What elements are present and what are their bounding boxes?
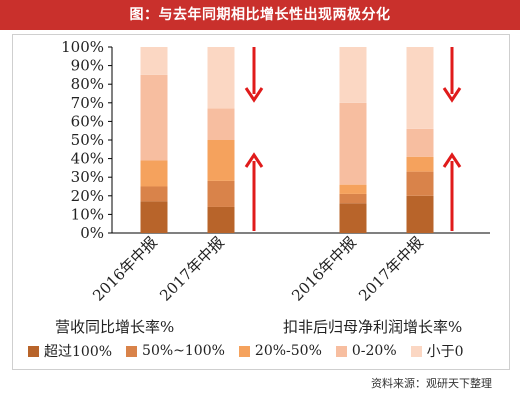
y-tick-label: 100% bbox=[61, 38, 104, 56]
legend-swatch bbox=[238, 345, 250, 357]
bar-segment bbox=[339, 184, 367, 194]
bar-segment bbox=[406, 156, 434, 172]
legend-item: 0-20% bbox=[335, 343, 397, 359]
x-tick-label: 2017年中报 bbox=[156, 233, 228, 305]
group-label-net-profit: 扣非后归母净利润增长率% bbox=[283, 318, 463, 336]
y-tick-label: 0% bbox=[80, 224, 104, 242]
y-tick-label: 40% bbox=[71, 150, 104, 168]
bar-segment bbox=[406, 171, 434, 196]
y-tick-label: 50% bbox=[71, 131, 104, 149]
bar-segment bbox=[140, 186, 168, 202]
bar-segment bbox=[140, 201, 168, 233]
legend-label: 0-20% bbox=[351, 343, 397, 359]
y-tick-label: 20% bbox=[71, 187, 104, 205]
x-tick-label: 2016年中报 bbox=[288, 233, 360, 305]
bar-segment bbox=[207, 108, 235, 140]
y-tick-label: 80% bbox=[71, 75, 104, 93]
bar-segment bbox=[406, 128, 434, 157]
bar-segment bbox=[406, 195, 434, 233]
legend-swatch bbox=[335, 345, 347, 357]
chart-legend: 超过100% 50%~100% 20%-50% 0-20% 小于0 bbox=[28, 342, 478, 360]
bar-segment bbox=[339, 193, 367, 204]
y-tick-label: 70% bbox=[71, 94, 104, 112]
bar-segment bbox=[140, 74, 168, 161]
legend-label: 50%~100% bbox=[142, 343, 225, 359]
red-down-arrow-head bbox=[244, 87, 264, 103]
bar-segment bbox=[207, 47, 235, 109]
legend-swatch bbox=[126, 345, 138, 357]
legend-swatch bbox=[410, 345, 422, 357]
bar-segment bbox=[140, 47, 168, 75]
x-tick-label: 2016年中报 bbox=[89, 233, 161, 305]
legend-item: 小于0 bbox=[410, 341, 464, 361]
red-up-arrow-head bbox=[244, 152, 264, 168]
bar-segment bbox=[406, 47, 434, 129]
red-down-arrow-head bbox=[442, 87, 462, 103]
chart-title: 图：与去年同期相比增长性出现两极分化 bbox=[0, 0, 520, 30]
bar-segment bbox=[207, 206, 235, 233]
legend-item: 20%-50% bbox=[238, 343, 322, 359]
legend-item: 超过100% bbox=[28, 341, 112, 361]
legend-label: 超过100% bbox=[44, 344, 113, 360]
y-tick-label: 90% bbox=[71, 57, 104, 75]
legend-item: 50%~100% bbox=[126, 343, 225, 359]
legend-label: 20%-50% bbox=[254, 343, 322, 359]
source-note: 资料来源：观研天下整理 bbox=[371, 377, 492, 390]
red-up-arrow-head bbox=[442, 152, 462, 168]
bar-segment bbox=[207, 180, 235, 207]
x-tick-label: 2017年中报 bbox=[355, 233, 427, 305]
bar-segment bbox=[339, 203, 367, 233]
legend-swatch bbox=[28, 345, 39, 357]
y-tick-label: 30% bbox=[71, 168, 104, 186]
bar-segment bbox=[339, 47, 367, 103]
group-label-revenue: 营收同比增长率% bbox=[55, 318, 175, 336]
y-tick-label: 10% bbox=[71, 205, 104, 223]
legend-label: 小于0 bbox=[426, 344, 464, 360]
bar-segment bbox=[207, 140, 235, 181]
bar-segment bbox=[339, 102, 367, 185]
bar-segment bbox=[140, 160, 168, 187]
y-tick-label: 60% bbox=[71, 112, 104, 130]
